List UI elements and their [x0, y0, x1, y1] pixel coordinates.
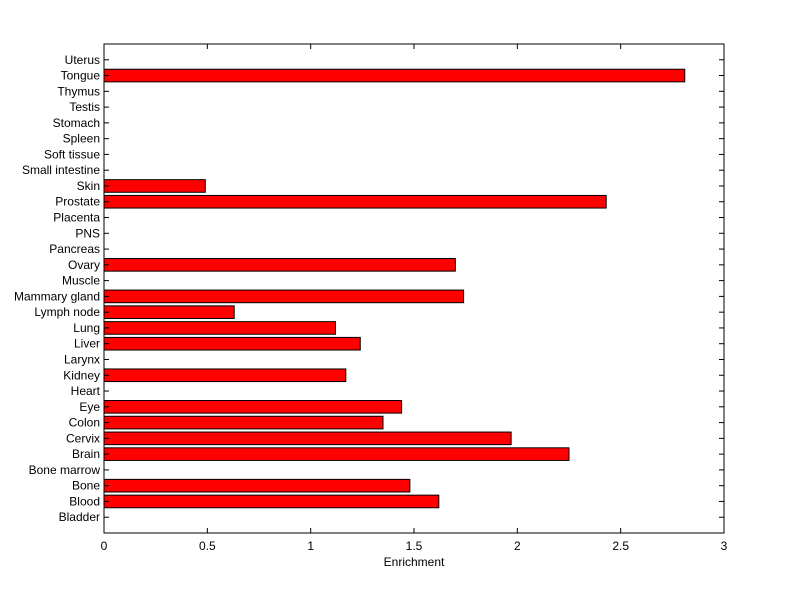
category-label: Lymph node	[34, 305, 100, 319]
bar	[103, 336, 361, 351]
category-label: Eye	[79, 400, 100, 414]
category-label: Skin	[77, 179, 100, 193]
category-label: Uterus	[65, 53, 100, 67]
category-label: Pancreas	[49, 242, 100, 256]
bars-layer	[103, 68, 686, 509]
category-label: Stomach	[53, 116, 100, 130]
category-label: Bone marrow	[29, 463, 101, 477]
x-tick-label: 0	[101, 539, 108, 553]
category-label: Placenta	[53, 211, 100, 225]
category-label: Tongue	[61, 69, 101, 83]
bar	[103, 321, 336, 335]
bar	[103, 399, 403, 414]
category-label: Liver	[74, 337, 100, 351]
axes-box	[103, 43, 725, 534]
category-label: Testis	[69, 100, 100, 114]
bar	[103, 68, 686, 83]
x-tick-label: 0.5	[199, 539, 216, 553]
category-label: Ovary	[68, 258, 100, 272]
category-label: Larynx	[64, 352, 100, 366]
x-tick-label: 1	[307, 539, 314, 553]
category-label: Muscle	[62, 274, 100, 288]
category-label: Heart	[71, 384, 101, 398]
category-label: Prostate	[55, 195, 100, 209]
bar	[103, 478, 411, 493]
category-label: Lung	[73, 321, 100, 335]
bar	[103, 289, 465, 304]
bar	[103, 494, 440, 509]
bar	[103, 305, 235, 319]
category-label: Kidney	[63, 368, 100, 382]
category-label: Blood	[69, 494, 100, 508]
category-label: Bone	[72, 479, 100, 493]
category-label: Soft tissue	[44, 147, 100, 161]
category-label: Bladder	[59, 510, 100, 524]
bar	[103, 179, 206, 193]
x-tick-label: 1.5	[406, 539, 423, 553]
category-label: Spleen	[63, 132, 100, 146]
category-label: Thymus	[57, 84, 100, 98]
category-label: Brain	[72, 447, 100, 461]
bar	[103, 431, 512, 446]
bar	[103, 194, 607, 209]
category-label: PNS	[75, 226, 100, 240]
category-label: Small intestine	[22, 163, 100, 177]
category-label: Colon	[69, 416, 100, 430]
x-tick-label: 2	[514, 539, 521, 553]
x-tick-label: 3	[721, 539, 728, 553]
bar	[103, 258, 456, 272]
x-tick-label: 2.5	[612, 539, 629, 553]
bar	[103, 447, 570, 461]
x-tick-labels: 0 0.5 1 1.5 2 2.5 3	[101, 539, 728, 553]
x-axis-label: Enrichment	[384, 555, 445, 569]
category-label: Cervix	[66, 431, 100, 445]
bar	[103, 368, 347, 383]
category-label: Mammary gland	[14, 289, 100, 303]
bar	[103, 415, 384, 430]
